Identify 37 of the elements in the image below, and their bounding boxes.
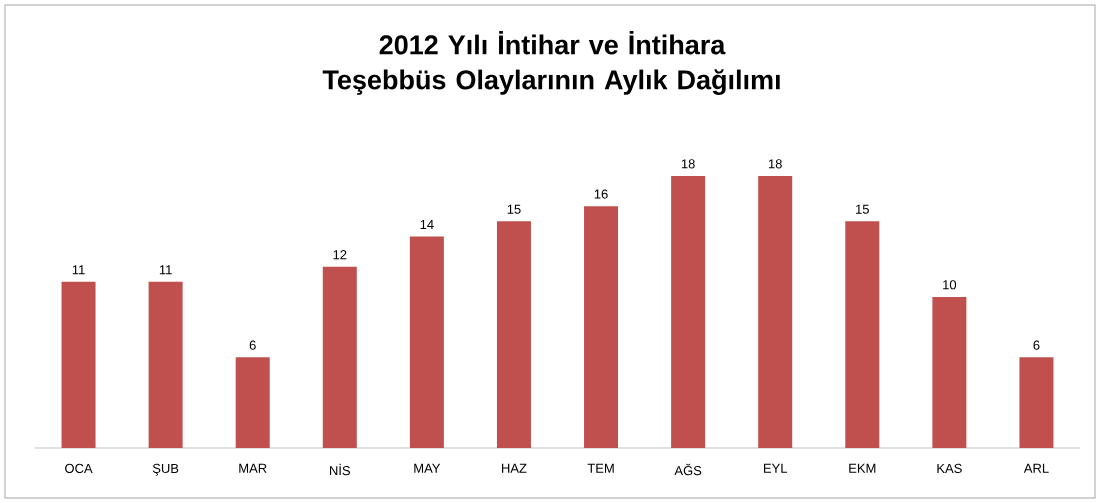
x-tick-label: KAS xyxy=(937,463,962,473)
data-label: 11 xyxy=(159,265,172,275)
x-tick-label: OCA xyxy=(65,463,93,473)
bar xyxy=(322,266,357,448)
x-tick-label: AĞS xyxy=(674,463,702,476)
data-label: 11 xyxy=(72,265,85,275)
data-label: 15 xyxy=(507,204,521,214)
bar xyxy=(1019,357,1054,448)
x-tick-label: ŞUB xyxy=(152,463,179,476)
bar xyxy=(496,221,531,448)
bar xyxy=(409,236,444,448)
data-label: 12 xyxy=(333,250,347,260)
x-tick-label: EKM xyxy=(849,463,876,473)
chart-title: 2012 Yılı İntihar ve İntihara Teşebbüs Olaylarının Aylık Dağılımı xyxy=(322,31,780,95)
bar xyxy=(758,176,793,448)
data-label: 14 xyxy=(420,219,434,229)
bar xyxy=(845,221,880,448)
x-tick-label: ARL xyxy=(1023,463,1049,473)
data-label: 6 xyxy=(1033,340,1040,350)
data-label: 15 xyxy=(856,204,869,214)
data-label: 18 xyxy=(768,159,782,169)
x-tick-label: MAY xyxy=(414,463,441,473)
data-label: 16 xyxy=(594,189,608,199)
bar xyxy=(584,206,619,448)
bar xyxy=(932,296,967,448)
bar xyxy=(235,357,270,448)
x-tick-label: HAZ xyxy=(502,463,527,473)
bar xyxy=(671,176,706,448)
data-label: 10 xyxy=(943,280,957,290)
bar xyxy=(61,281,96,448)
x-tick-label: EYL xyxy=(763,463,788,473)
x-tick-label: TEM xyxy=(587,463,614,473)
bar xyxy=(148,281,183,448)
x-tick-label: NİS xyxy=(330,463,351,476)
data-label: 6 xyxy=(249,340,256,350)
data-label: 18 xyxy=(681,159,695,169)
x-tick-label: MAR xyxy=(239,463,267,473)
